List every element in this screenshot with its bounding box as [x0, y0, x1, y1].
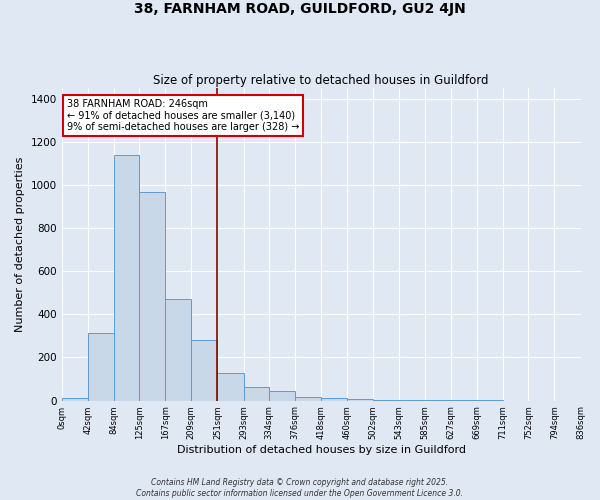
Bar	[62, 398, 88, 400]
Bar	[191, 340, 217, 400]
Title: Size of property relative to detached houses in Guildford: Size of property relative to detached ho…	[154, 74, 489, 87]
Y-axis label: Number of detached properties: Number of detached properties	[15, 156, 25, 332]
Text: Contains HM Land Registry data © Crown copyright and database right 2025.
Contai: Contains HM Land Registry data © Crown c…	[137, 478, 464, 498]
Bar	[114, 155, 139, 400]
Bar	[269, 391, 295, 400]
Bar	[321, 398, 347, 400]
Bar	[347, 399, 373, 400]
Text: 38, FARNHAM ROAD, GUILDFORD, GU2 4JN: 38, FARNHAM ROAD, GUILDFORD, GU2 4JN	[134, 2, 466, 16]
Bar	[295, 398, 321, 400]
Bar	[88, 332, 114, 400]
Bar	[139, 192, 166, 400]
Text: 38 FARNHAM ROAD: 246sqm
← 91% of detached houses are smaller (3,140)
9% of semi-: 38 FARNHAM ROAD: 246sqm ← 91% of detache…	[67, 99, 299, 132]
Bar	[244, 386, 269, 400]
Bar	[217, 372, 244, 400]
Bar	[166, 300, 191, 400]
X-axis label: Distribution of detached houses by size in Guildford: Distribution of detached houses by size …	[176, 445, 466, 455]
